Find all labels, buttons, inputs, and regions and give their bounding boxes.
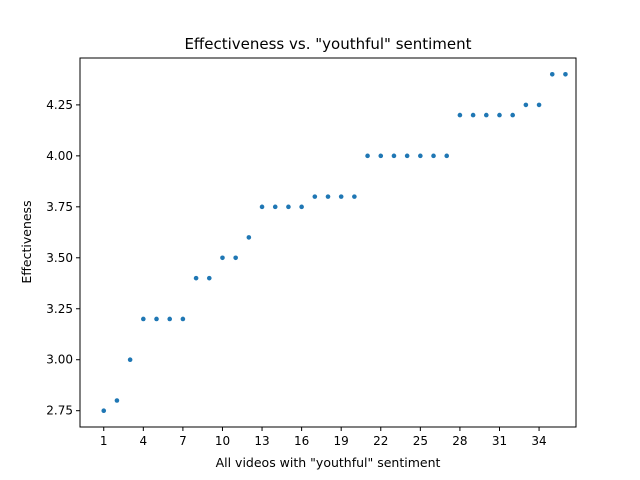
data-point [523, 102, 529, 108]
y-tick-label: 3.00 [46, 353, 73, 367]
data-point [286, 204, 291, 210]
data-point [484, 112, 489, 118]
y-tick-label: 3.50 [46, 251, 73, 265]
data-point [510, 112, 515, 118]
data-points [101, 72, 568, 413]
data-point [444, 153, 450, 159]
data-point [338, 194, 344, 199]
data-point [470, 112, 476, 118]
data-point [549, 72, 555, 77]
data-point [193, 275, 199, 281]
y-tick-label: 4.00 [46, 149, 73, 163]
data-point [299, 204, 304, 210]
data-point [180, 316, 186, 322]
plot-area: 1 4 7 10 13 16 19 22 25 28 31 34 2.75 3.00 3.25 3.50 3.… [46, 57, 577, 448]
data-point [378, 153, 384, 159]
x-tick-label: 13 [254, 434, 269, 448]
x-tick-label: 7 [179, 434, 187, 448]
data-point [431, 153, 436, 159]
data-point [497, 112, 502, 118]
data-point [114, 398, 120, 403]
x-tick-label: 19 [334, 434, 349, 448]
data-point [418, 153, 423, 159]
data-point [141, 316, 146, 322]
y-tick-label: 3.75 [46, 200, 73, 214]
data-point [365, 153, 370, 159]
x-tick-label: 22 [373, 434, 388, 448]
data-point [352, 194, 357, 199]
data-point [259, 204, 265, 210]
data-point [272, 204, 278, 210]
y-tick-label: 2.75 [46, 404, 73, 418]
x-tick-label: 10 [215, 434, 230, 448]
plot-frame [79, 57, 577, 428]
data-point [127, 357, 133, 363]
data-point [391, 153, 397, 159]
data-point [246, 235, 252, 240]
y-axis-ticks: 2.75 3.00 3.25 3.50 3.75 4.00 4.25 [46, 98, 80, 418]
data-point [101, 408, 107, 413]
data-point [536, 102, 542, 108]
data-point [233, 255, 238, 261]
chart-title: Effectiveness vs. "youthful" sentiment [184, 35, 471, 53]
x-tick-label: 4 [139, 434, 147, 448]
data-point [457, 112, 463, 118]
data-point [154, 316, 159, 322]
x-tick-label: 28 [452, 434, 467, 448]
data-point [220, 255, 225, 261]
x-tick-label: 25 [413, 434, 428, 448]
x-tick-label: 34 [531, 434, 546, 448]
y-axis-label: Effectiveness [19, 200, 34, 283]
data-point [312, 194, 318, 199]
data-point [404, 153, 410, 159]
data-point [563, 72, 568, 77]
data-point [325, 194, 331, 199]
data-point [167, 316, 172, 322]
x-tick-label: 1 [100, 434, 108, 448]
x-tick-label: 16 [294, 434, 309, 448]
y-tick-label: 3.25 [46, 302, 73, 316]
y-tick-label: 4.25 [46, 98, 73, 112]
data-point [206, 275, 212, 281]
x-axis-ticks: 1 4 7 10 13 16 19 22 25 28 31 34 [100, 427, 547, 448]
x-axis-label: All videos with "youthful" sentiment [216, 455, 441, 470]
x-tick-label: 31 [492, 434, 507, 448]
